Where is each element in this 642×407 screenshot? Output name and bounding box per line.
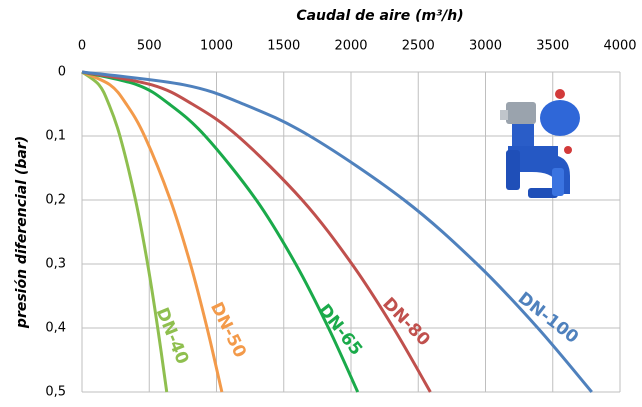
y-axis-label: presión diferencial (bar) — [14, 136, 30, 329]
x-tick-label: 4000 — [603, 39, 636, 54]
y-tick-label: 0,5 — [45, 385, 66, 400]
x-tick-label: 3000 — [469, 39, 502, 54]
x-tick-label: 2000 — [334, 39, 367, 54]
chart-title: Caudal de aire (m³/h) — [296, 8, 463, 24]
y-tick-label: 0 — [58, 65, 66, 80]
valve-illustration — [500, 89, 580, 198]
x-tick-label: 1000 — [200, 39, 233, 54]
series-line — [82, 72, 222, 392]
y-tick-label: 0,4 — [45, 321, 66, 336]
series-line — [82, 72, 430, 392]
x-tick-label: 2500 — [402, 39, 435, 54]
series-line — [82, 72, 358, 392]
chart: Caudal de aire (m³/h) presión diferencia… — [0, 0, 642, 403]
series-label: DN-80 — [378, 294, 434, 350]
y-tick-label: 0,2 — [45, 193, 66, 208]
x-tick-label: 3500 — [536, 39, 569, 54]
x-tick-label: 500 — [137, 39, 162, 54]
y-tick-label: 0,1 — [45, 129, 66, 144]
x-tick-label: 1500 — [267, 39, 300, 54]
y-tick-label: 0,3 — [45, 257, 66, 272]
x-tick-label: 0 — [78, 39, 86, 54]
series-line — [82, 72, 167, 392]
